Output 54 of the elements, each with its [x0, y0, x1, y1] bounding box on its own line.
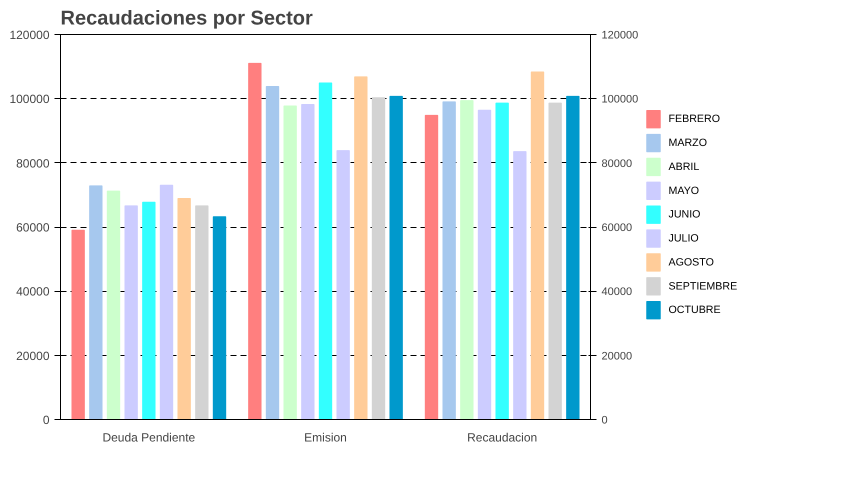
legend-label: OCTUBRE [668, 304, 721, 316]
bar [513, 151, 527, 420]
bar [372, 97, 386, 420]
y2-tick-label: 60000 [602, 222, 632, 234]
legend-label: SEPTIEMBRE [668, 280, 738, 292]
bar [142, 202, 156, 420]
bar [460, 100, 474, 420]
bar [354, 76, 368, 420]
x-tick-label: Emision [304, 430, 347, 444]
legend-label: MAYO [668, 184, 700, 197]
legend-label: MARZO [668, 137, 707, 150]
y-tick-label: 40000 [16, 284, 50, 299]
y-tick-label: 100000 [9, 92, 50, 106]
bar [212, 216, 226, 420]
bar [71, 230, 85, 420]
bar [106, 190, 120, 420]
y-tick-label: 0 [42, 413, 50, 427]
bar [248, 62, 262, 420]
y2-tick-label: 80000 [602, 158, 632, 170]
y2-tick-label: 40000 [602, 286, 632, 298]
bar [124, 205, 138, 420]
legend-label: AGOSTO [668, 256, 714, 268]
bar [195, 205, 209, 420]
y-tick-label: 20000 [16, 348, 50, 363]
bar [89, 185, 103, 420]
bar [495, 102, 509, 420]
bar [442, 101, 456, 420]
y-tick-label: 120000 [9, 28, 50, 42]
y2-tick-label: 20000 [602, 350, 632, 362]
bar [566, 96, 580, 420]
bar [424, 114, 438, 420]
y-tick-label: 60000 [16, 220, 50, 234]
y2-tick-label: 0 [602, 414, 608, 426]
bar [318, 82, 332, 420]
chart-title: Recaudaciones por Sector [60, 8, 314, 30]
legend-label: JUNIO [668, 208, 700, 221]
bar [336, 150, 350, 420]
bar [160, 184, 174, 420]
bar [548, 102, 562, 420]
y2-tick-label: 120000 [602, 30, 638, 42]
y2-tick-label: 100000 [602, 94, 638, 106]
bar [266, 86, 280, 420]
x-tick-label: Deuda Pendiente [102, 430, 196, 444]
bar [177, 198, 191, 420]
legend-label: JULIO [668, 232, 699, 245]
bar [478, 110, 492, 420]
bar [389, 96, 403, 420]
y-tick-label: 80000 [16, 156, 50, 170]
bar [530, 72, 544, 420]
bar [301, 104, 315, 420]
bar [283, 106, 297, 420]
legend-label: FEBRERO [668, 113, 720, 126]
x-tick-label: Recaudacion [467, 430, 538, 444]
legend-label: ABRIL [668, 160, 700, 173]
